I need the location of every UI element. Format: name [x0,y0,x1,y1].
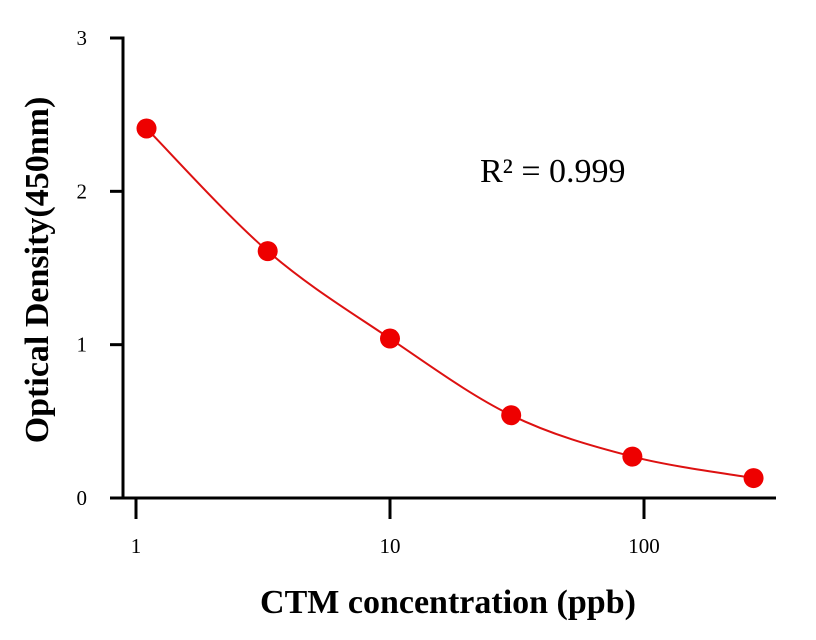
y-ticks: 0 1 2 3 [77,26,123,510]
x-tick-label: 10 [380,534,401,558]
data-point [743,468,764,489]
data-points-layer [136,118,764,489]
data-point [501,405,522,426]
x-tick-label: 100 [628,534,660,558]
y-tick-label: 3 [77,26,88,50]
data-point [136,118,157,139]
data-point [622,446,643,467]
axes [121,36,776,500]
y-tick-label: 0 [77,486,88,510]
x-axis-title: CTM concentration (ppb) [260,584,636,621]
fit-curve [145,127,754,480]
fit-curve-layer [145,127,754,480]
y-tick-label: 2 [77,179,88,203]
r-squared-annotation: R² = 0.999 [480,153,626,190]
y-tick-label: 1 [77,333,88,357]
x-ticks: 1 10 100 [131,498,660,558]
x-tick-label: 1 [131,534,142,558]
data-point [257,241,278,262]
data-point [380,328,400,349]
y-axis-title: Optical Density(450nm) [19,97,56,444]
